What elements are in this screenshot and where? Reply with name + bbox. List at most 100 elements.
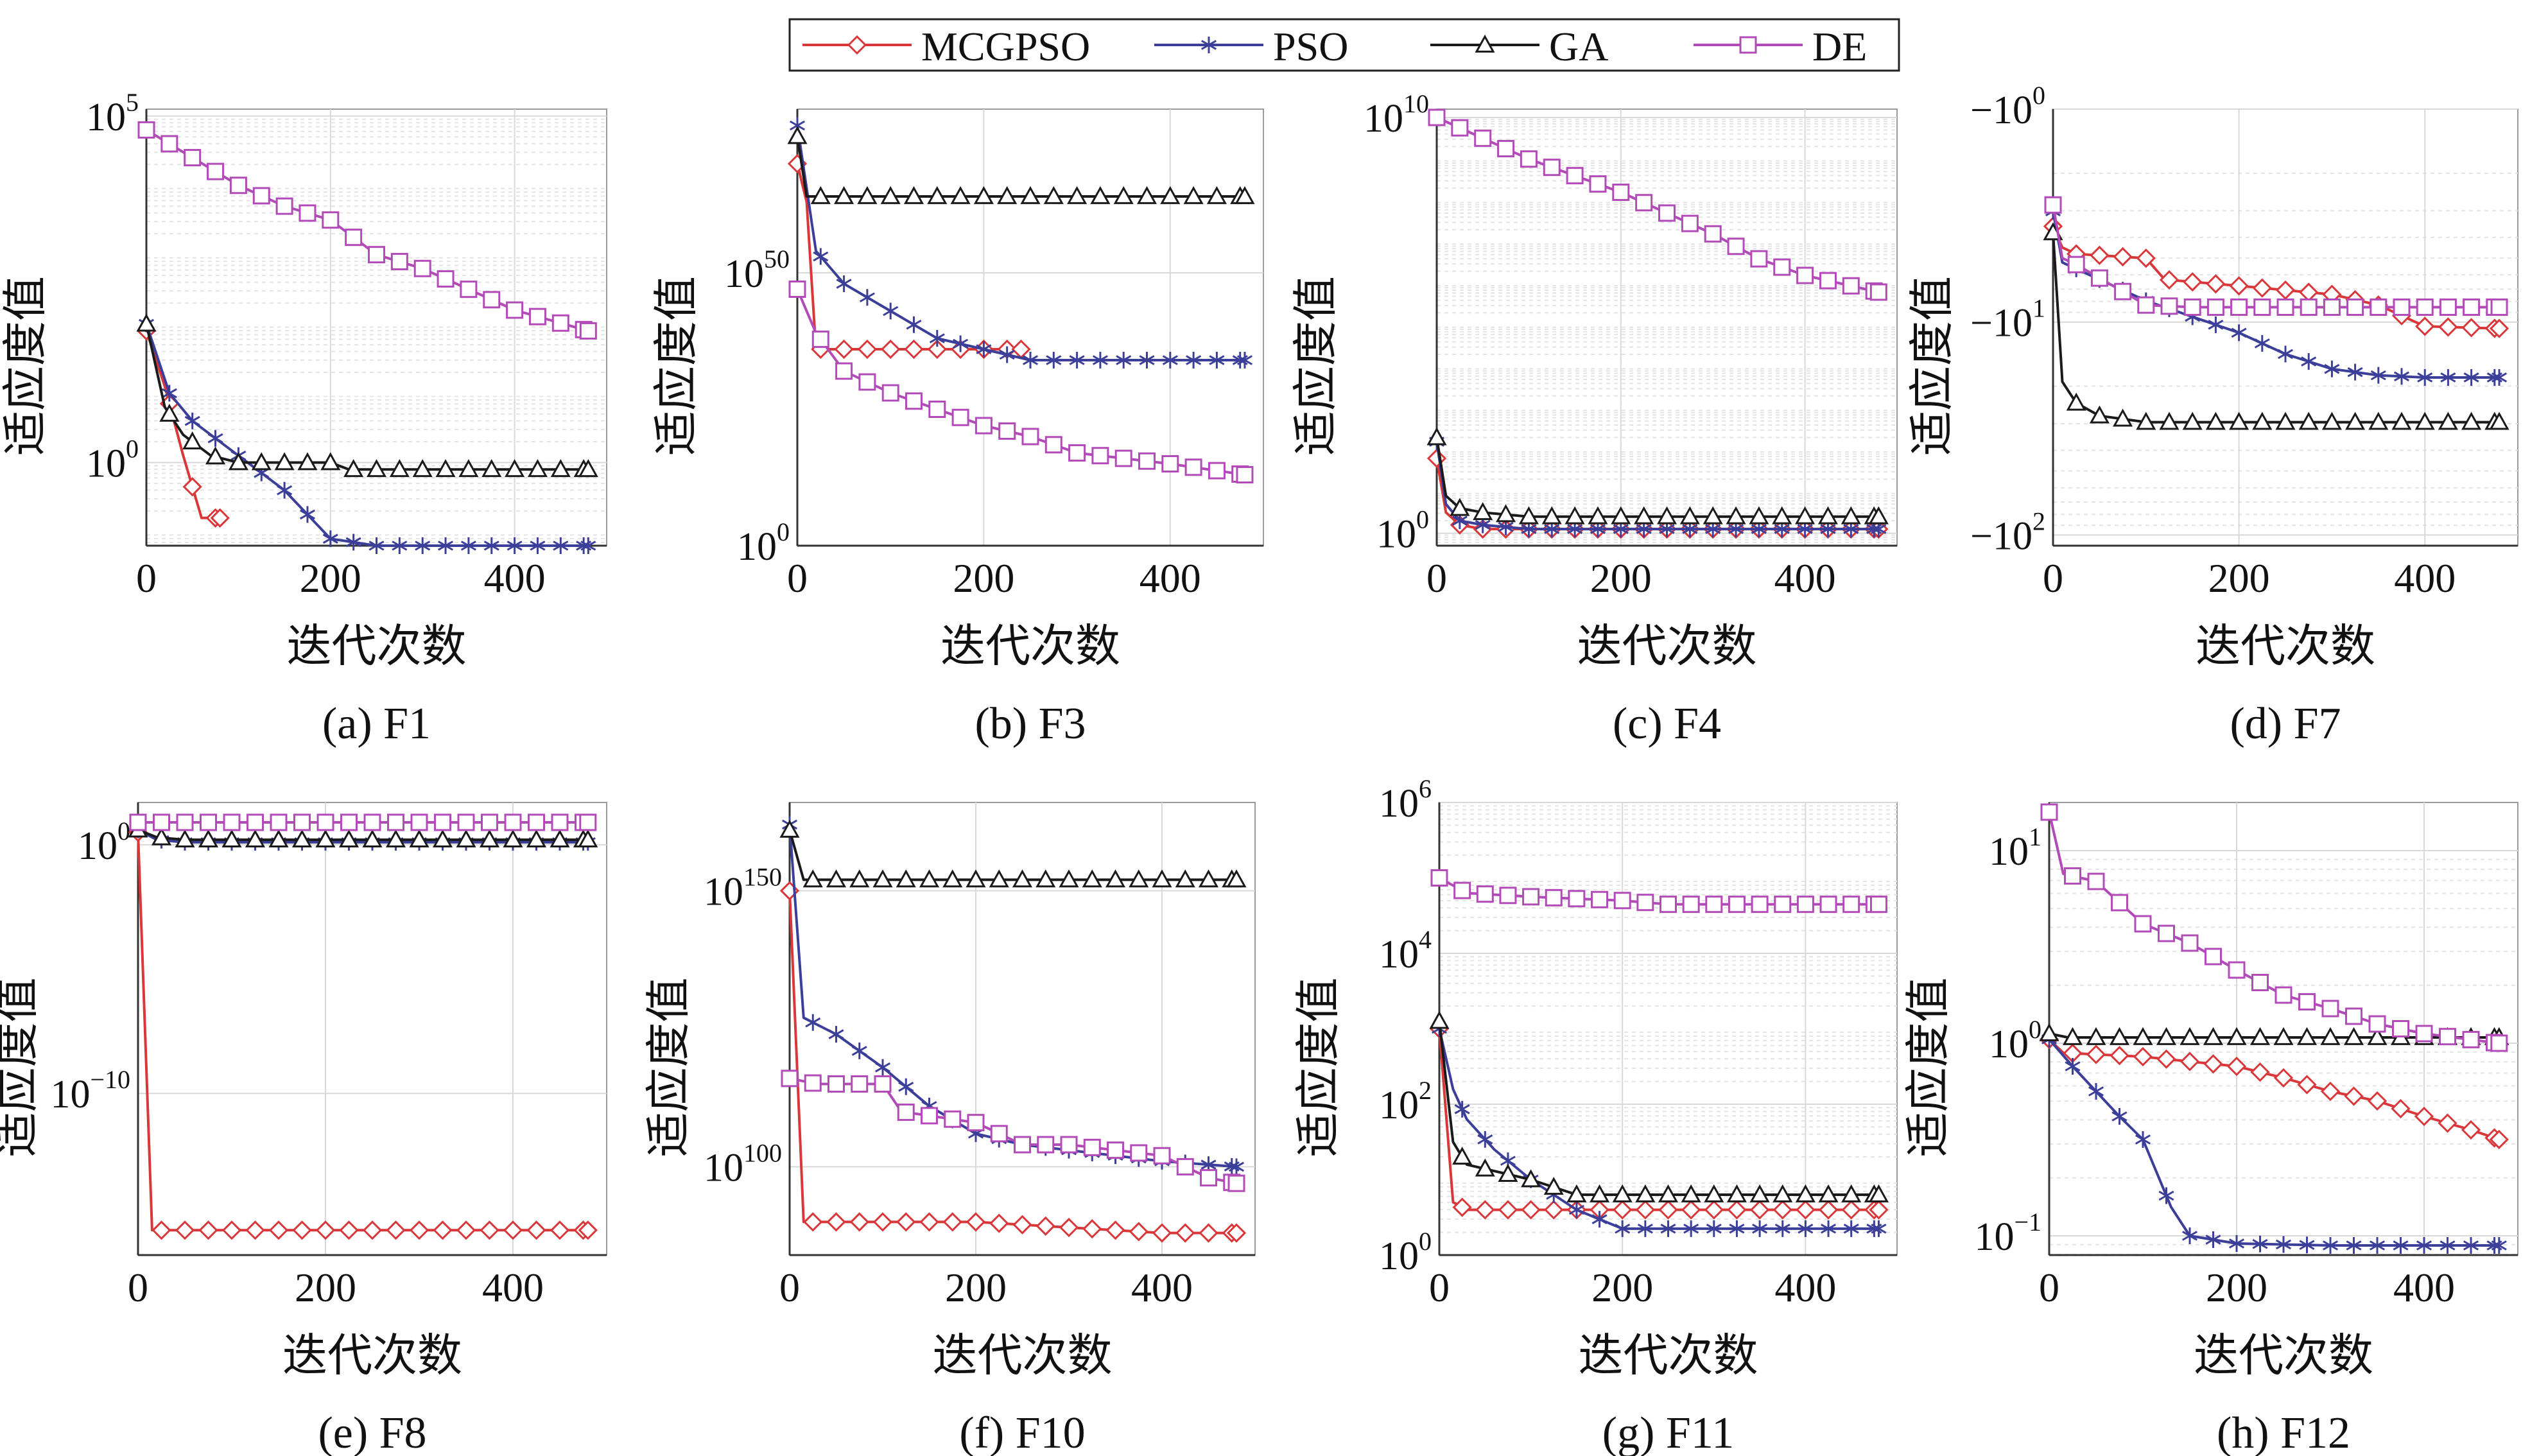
y-tick-label: −100 <box>1970 81 2045 132</box>
x-tick-label: 0 <box>787 555 808 601</box>
data-point <box>2086 1044 2106 1064</box>
data-point <box>921 1107 938 1125</box>
data-point <box>919 869 940 888</box>
y-tick-label: 106 <box>1379 774 1432 826</box>
data-point <box>2133 1027 2153 1045</box>
data-point <box>184 149 202 167</box>
x-tick-label: 200 <box>2206 1265 2267 1310</box>
y-tick-label: −102 <box>1970 507 2045 558</box>
legend-label: GA <box>1549 24 1608 69</box>
y-tick-label: 100 <box>737 517 790 569</box>
data-point <box>2250 1062 2270 1082</box>
data-point <box>1520 150 1538 168</box>
y-tick-label: 102 <box>1379 1076 1432 1127</box>
data-point <box>368 246 385 264</box>
data-point <box>129 813 147 831</box>
data-point <box>456 1220 476 1240</box>
data-point <box>1819 896 1837 914</box>
series-de <box>137 121 597 340</box>
data-point <box>2275 986 2292 1004</box>
data-point <box>1068 444 1086 462</box>
data-point <box>2345 1007 2362 1025</box>
data-point <box>1206 186 1227 204</box>
data-point <box>1842 277 1860 295</box>
x-axis-title: 迭代次数 <box>1577 620 1757 672</box>
data-point <box>2180 1027 2200 1045</box>
panel-subtitle: (g) F11 <box>1602 1408 1734 1456</box>
y-tick-label: 100 <box>86 434 139 485</box>
x-tick-label: 0 <box>2043 555 2063 601</box>
data-point <box>1798 1220 1814 1237</box>
data-point <box>1498 1200 1518 1220</box>
data-point <box>1656 506 1677 524</box>
data-point <box>2391 412 2412 430</box>
data-point <box>1541 506 1562 524</box>
chart-panel-1: 0 200 400 105 100 迭代次数 适应度值 (a) F1 <box>0 88 607 749</box>
data-point <box>904 339 924 360</box>
data-point <box>1107 1141 1124 1159</box>
data-point <box>580 537 596 554</box>
data-point <box>481 459 502 478</box>
data-point <box>362 1220 383 1240</box>
panel-subtitle: (f) F10 <box>959 1408 1085 1456</box>
data-point <box>152 1220 171 1240</box>
data-point <box>2254 334 2270 352</box>
data-point <box>973 186 994 204</box>
data-point <box>479 829 500 848</box>
data-point <box>874 1075 892 1093</box>
data-point <box>1130 1144 1148 1162</box>
data-point <box>412 459 433 478</box>
data-point <box>1138 452 1156 470</box>
series-ga <box>1426 427 1889 524</box>
panel-subtitle: (e) F8 <box>318 1408 426 1456</box>
series-pso <box>789 117 1252 368</box>
data-point <box>1176 1157 1194 1175</box>
data-point <box>1475 1158 1495 1177</box>
data-point <box>1152 869 1172 888</box>
legend-label: MCGPSO <box>921 24 1090 69</box>
data-point <box>1589 175 1607 193</box>
y-tick-label: 105 <box>86 88 139 139</box>
data-point <box>1795 1184 1816 1202</box>
data-point <box>2320 1081 2341 1102</box>
data-point <box>2206 298 2224 316</box>
data-point <box>1474 129 1492 147</box>
data-point <box>1635 194 1653 212</box>
data-point <box>2489 1129 2509 1150</box>
data-point <box>1451 119 1469 137</box>
data-point <box>858 373 876 391</box>
data-point <box>292 1220 312 1240</box>
data-point <box>1429 1010 1450 1029</box>
data-point <box>802 869 823 888</box>
panel-subtitle: (h) F12 <box>2217 1408 2350 1456</box>
data-point <box>1036 869 1056 888</box>
data-point <box>268 829 289 848</box>
x-tick-label: 200 <box>953 555 1014 601</box>
data-point <box>409 1220 429 1240</box>
x-tick-label: 200 <box>1591 1265 1653 1310</box>
panel-subtitle: (a) F1 <box>322 699 431 749</box>
data-point <box>2463 1237 2479 1254</box>
data-point <box>550 1220 570 1240</box>
data-point <box>435 459 456 478</box>
data-point <box>460 537 476 554</box>
data-point <box>2393 298 2411 316</box>
data-point <box>2137 296 2155 314</box>
data-point <box>2347 363 2363 381</box>
data-point <box>2158 1187 2174 1204</box>
data-point <box>1658 1200 1678 1220</box>
data-point <box>550 459 571 478</box>
data-point <box>1105 1220 1125 1240</box>
data-point <box>221 1220 242 1240</box>
data-point <box>1543 159 1561 177</box>
data-point <box>176 813 194 831</box>
data-point <box>1473 502 1493 521</box>
data-point <box>787 126 808 144</box>
data-point <box>2158 924 2175 942</box>
data-point <box>2067 256 2085 273</box>
series-de <box>1430 869 1887 914</box>
data-point <box>811 330 829 348</box>
data-point <box>1090 186 1111 204</box>
data-point <box>481 813 498 831</box>
data-point <box>1021 428 1039 446</box>
